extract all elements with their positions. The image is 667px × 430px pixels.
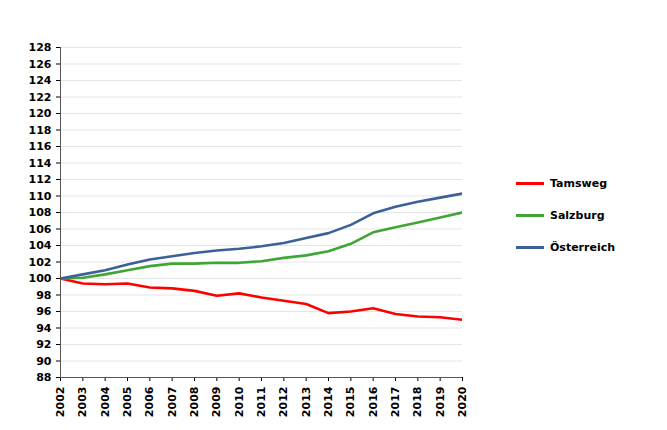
- svg-text:122: 122: [29, 91, 52, 104]
- svg-text:2003: 2003: [76, 387, 89, 418]
- svg-text:112: 112: [29, 173, 52, 186]
- svg-text:2009: 2009: [210, 387, 223, 418]
- svg-text:88: 88: [36, 371, 51, 384]
- svg-text:2008: 2008: [188, 387, 201, 418]
- svg-text:108: 108: [29, 206, 52, 219]
- svg-text:2020: 2020: [456, 386, 469, 417]
- svg-text:2019: 2019: [434, 387, 447, 418]
- svg-text:124: 124: [29, 74, 52, 87]
- svg-text:2007: 2007: [166, 387, 179, 418]
- html-text:Tamsweg: Tamsweg: [550, 176, 607, 190]
- svg-text:126: 126: [29, 58, 52, 71]
- svg-text:128: 128: [29, 41, 52, 54]
- svg-text:2005: 2005: [121, 387, 134, 418]
- svg-text:98: 98: [36, 289, 51, 302]
- svg-text:2010: 2010: [233, 386, 246, 417]
- svg-text:2002: 2002: [54, 387, 67, 418]
- svg-text:100: 100: [29, 272, 52, 285]
- svg-text:120: 120: [29, 107, 52, 120]
- svg-text:114: 114: [29, 157, 52, 170]
- svg-text:2012: 2012: [277, 387, 290, 418]
- svg-text:94: 94: [36, 322, 52, 335]
- svg-text:106: 106: [29, 223, 52, 236]
- svg-text:2014: 2014: [322, 386, 335, 417]
- svg-text:96: 96: [36, 305, 52, 318]
- svg-text:2011: 2011: [255, 387, 268, 418]
- svg-text:110: 110: [29, 190, 52, 203]
- svg-text:116: 116: [29, 140, 52, 153]
- svg-text:2004: 2004: [99, 386, 112, 417]
- html-text:Salzburg: Salzburg: [550, 208, 605, 222]
- html-text:Österreich: Österreich: [550, 240, 616, 254]
- svg-text:118: 118: [29, 124, 52, 137]
- svg-text:2006: 2006: [143, 386, 156, 417]
- svg-text:92: 92: [36, 338, 51, 351]
- svg-text:102: 102: [29, 256, 52, 269]
- svg-text:2013: 2013: [300, 387, 313, 418]
- svg-text:90: 90: [36, 355, 52, 368]
- svg-text:2018: 2018: [411, 387, 424, 418]
- svg-text:104: 104: [29, 239, 52, 252]
- svg-text:2016: 2016: [367, 386, 380, 417]
- svg-text:2017: 2017: [389, 387, 402, 418]
- svg-text:2015: 2015: [344, 387, 357, 418]
